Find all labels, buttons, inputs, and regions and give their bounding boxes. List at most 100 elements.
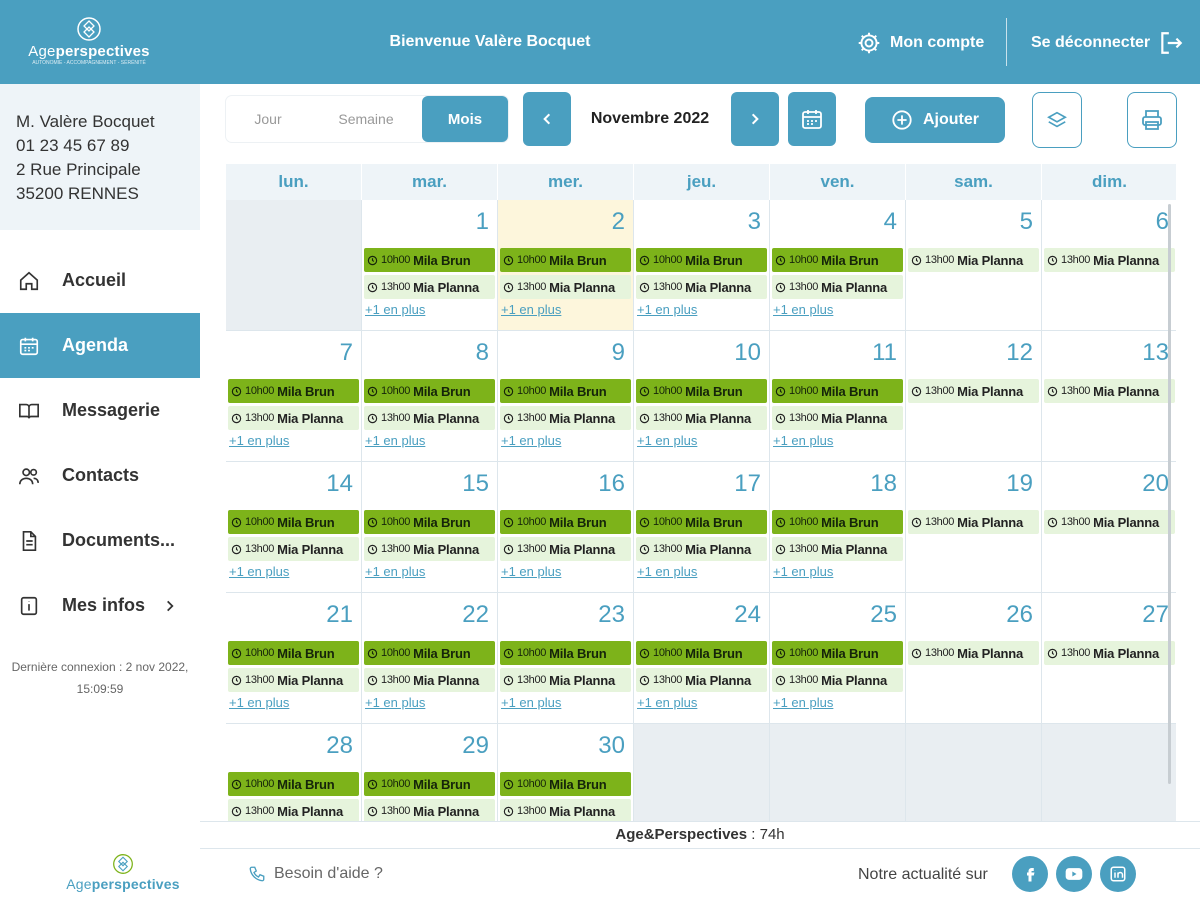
event-chip[interactable]: 13h00 Mia Planna — [636, 406, 767, 430]
logout-button[interactable]: Se déconnecter — [1031, 30, 1184, 56]
event-chip[interactable]: 13h00 Mia Planna — [364, 275, 495, 299]
event-chip[interactable]: 10h00 Mila Brun — [636, 248, 767, 272]
event-chip[interactable]: 10h00 Mila Brun — [500, 379, 631, 403]
view-month-button[interactable]: Mois — [422, 96, 508, 142]
more-events-link[interactable]: +1 en plus — [229, 564, 290, 579]
event-chip[interactable]: 10h00 Mila Brun — [772, 379, 903, 403]
more-events-link[interactable]: +1 en plus — [365, 695, 426, 710]
more-events-link[interactable]: +1 en plus — [501, 564, 562, 579]
event-chip[interactable]: 10h00 Mila Brun — [364, 510, 495, 534]
day-cell[interactable]: 11 10h00 Mila Brun 13h00 Mia Planna +1 en plu… — [770, 331, 906, 462]
more-events-link[interactable]: +1 en plus — [637, 564, 698, 579]
previous-month-button[interactable] — [523, 92, 571, 146]
day-cell[interactable]: 3 10h00 Mila Brun 13h00 Mia Planna +1 en plus — [634, 200, 770, 331]
event-chip[interactable]: 13h00 Mia Planna — [1044, 379, 1175, 403]
event-chip[interactable]: 10h00 Mila Brun — [228, 510, 359, 534]
event-chip[interactable]: 13h00 Mia Planna — [228, 799, 359, 821]
event-chip[interactable]: 10h00 Mila Brun — [500, 510, 631, 534]
day-cell[interactable]: 2 10h00 Mila Brun 13h00 Mia Planna +1 en plus — [498, 200, 634, 331]
day-cell[interactable]: 5 13h00 Mia Planna — [906, 200, 1042, 331]
view-week-button[interactable]: Semaine — [338, 111, 394, 127]
event-chip[interactable]: 10h00 Mila Brun — [228, 772, 359, 796]
sidebar-item-mes-infos[interactable]: Mes infos — [0, 573, 200, 638]
event-chip[interactable]: 13h00 Mia Planna — [636, 275, 767, 299]
day-cell[interactable]: 8 10h00 Mila Brun 13h00 Mia Planna +1 en plus — [362, 331, 498, 462]
event-chip[interactable]: 13h00 Mia Planna — [364, 799, 495, 821]
day-cell[interactable]: 21 10h00 Mila Brun 13h00 Mia Planna +1 en plu… — [226, 593, 362, 724]
event-chip[interactable]: 13h00 Mia Planna — [228, 537, 359, 561]
facebook-button[interactable] — [1012, 856, 1048, 892]
event-chip[interactable]: 13h00 Mia Planna — [772, 275, 903, 299]
event-chip[interactable]: 10h00 Mila Brun — [636, 641, 767, 665]
day-cell[interactable]: 4 10h00 Mila Brun 13h00 Mia Planna +1 en plus — [770, 200, 906, 331]
event-chip[interactable]: 13h00 Mia Planna — [500, 537, 631, 561]
day-cell[interactable]: 6 13h00 Mia Planna — [1042, 200, 1176, 331]
view-day-button[interactable]: Jour — [254, 111, 282, 127]
more-events-link[interactable]: +1 en plus — [501, 433, 562, 448]
event-chip[interactable]: 10h00 Mila Brun — [772, 641, 903, 665]
sidebar-item-accueil[interactable]: Accueil — [0, 248, 200, 313]
event-chip[interactable]: 13h00 Mia Planna — [364, 668, 495, 692]
event-chip[interactable]: 10h00 Mila Brun — [500, 772, 631, 796]
more-events-link[interactable]: +1 en plus — [229, 695, 290, 710]
layers-button[interactable] — [1032, 92, 1082, 148]
day-cell[interactable]: 17 10h00 Mila Brun 13h00 Mia Planna +1 en plu… — [634, 462, 770, 593]
event-chip[interactable]: 13h00 Mia Planna — [908, 379, 1039, 403]
event-chip[interactable]: 10h00 Mila Brun — [364, 379, 495, 403]
sidebar-item-messagerie[interactable]: Messagerie — [0, 378, 200, 443]
more-events-link[interactable]: +1 en plus — [637, 302, 698, 317]
event-chip[interactable]: 10h00 Mila Brun — [772, 510, 903, 534]
more-events-link[interactable]: +1 en plus — [365, 302, 426, 317]
day-cell[interactable]: 18 10h00 Mila Brun 13h00 Mia Planna +1 en plu… — [770, 462, 906, 593]
day-cell[interactable]: 24 10h00 Mila Brun 13h00 Mia Planna +1 en plu… — [634, 593, 770, 724]
day-cell[interactable]: 14 10h00 Mila Brun 13h00 Mia Planna +1 en plu… — [226, 462, 362, 593]
linkedin-button[interactable] — [1100, 856, 1136, 892]
event-chip[interactable]: 10h00 Mila Brun — [772, 248, 903, 272]
event-chip[interactable]: 10h00 Mila Brun — [364, 641, 495, 665]
youtube-button[interactable] — [1056, 856, 1092, 892]
event-chip[interactable]: 13h00 Mia Planna — [636, 537, 767, 561]
event-chip[interactable]: 10h00 Mila Brun — [636, 379, 767, 403]
day-cell[interactable]: 26 13h00 Mia Planna — [906, 593, 1042, 724]
more-events-link[interactable]: +1 en plus — [773, 433, 834, 448]
day-cell[interactable]: 20 13h00 Mia Planna — [1042, 462, 1176, 593]
event-chip[interactable]: 13h00 Mia Planna — [500, 275, 631, 299]
day-cell[interactable]: 13 13h00 Mia Planna — [1042, 331, 1176, 462]
sidebar-item-agenda[interactable]: Agenda — [0, 313, 200, 378]
event-chip[interactable]: 10h00 Mila Brun — [364, 772, 495, 796]
sidebar-item-contacts[interactable]: Contacts — [0, 443, 200, 508]
event-chip[interactable]: 13h00 Mia Planna — [908, 641, 1039, 665]
more-events-link[interactable]: +1 en plus — [773, 695, 834, 710]
more-events-link[interactable]: +1 en plus — [501, 695, 562, 710]
footer-logo[interactable]: Ageperspectives — [60, 853, 186, 892]
event-chip[interactable]: 10h00 Mila Brun — [228, 641, 359, 665]
day-cell[interactable]: 9 10h00 Mila Brun 13h00 Mia Planna +1 en plus — [498, 331, 634, 462]
event-chip[interactable]: 13h00 Mia Planna — [228, 406, 359, 430]
event-chip[interactable]: 13h00 Mia Planna — [1044, 248, 1175, 272]
day-cell[interactable]: 12 13h00 Mia Planna — [906, 331, 1042, 462]
event-chip[interactable]: 13h00 Mia Planna — [1044, 510, 1175, 534]
event-chip[interactable]: 13h00 Mia Planna — [772, 537, 903, 561]
more-events-link[interactable]: +1 en plus — [637, 695, 698, 710]
date-picker-button[interactable] — [788, 92, 836, 146]
day-cell[interactable]: 25 10h00 Mila Brun 13h00 Mia Planna +1 en plu… — [770, 593, 906, 724]
event-chip[interactable]: 13h00 Mia Planna — [636, 668, 767, 692]
event-chip[interactable]: 13h00 Mia Planna — [364, 537, 495, 561]
more-events-link[interactable]: +1 en plus — [365, 564, 426, 579]
more-events-link[interactable]: +1 en plus — [501, 302, 562, 317]
day-cell[interactable]: 27 13h00 Mia Planna — [1042, 593, 1176, 724]
day-cell[interactable]: 16 10h00 Mila Brun 13h00 Mia Planna +1 en plu… — [498, 462, 634, 593]
event-chip[interactable]: 13h00 Mia Planna — [1044, 641, 1175, 665]
event-chip[interactable]: 13h00 Mia Planna — [908, 510, 1039, 534]
more-events-link[interactable]: +1 en plus — [773, 564, 834, 579]
event-chip[interactable]: 13h00 Mia Planna — [908, 248, 1039, 272]
day-cell[interactable]: 10 10h00 Mila Brun 13h00 Mia Planna +1 en plu… — [634, 331, 770, 462]
event-chip[interactable]: 13h00 Mia Planna — [228, 668, 359, 692]
day-cell[interactable]: 19 13h00 Mia Planna — [906, 462, 1042, 593]
event-chip[interactable]: 10h00 Mila Brun — [500, 248, 631, 272]
add-event-button[interactable]: Ajouter — [865, 97, 1005, 143]
more-events-link[interactable]: +1 en plus — [365, 433, 426, 448]
more-events-link[interactable]: +1 en plus — [637, 433, 698, 448]
